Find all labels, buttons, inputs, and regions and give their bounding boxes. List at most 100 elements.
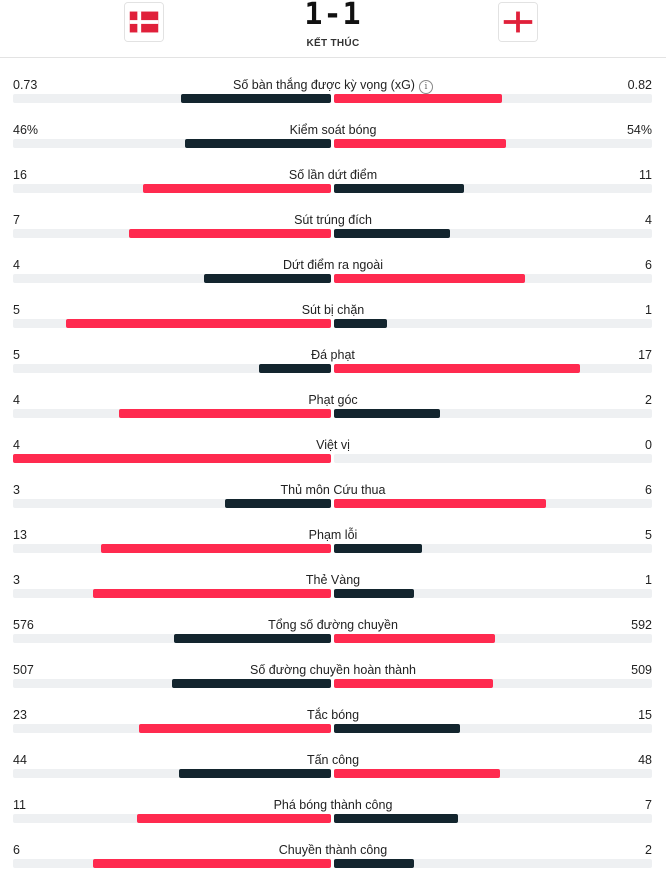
stat-label-text: Đá phạt xyxy=(311,348,355,362)
stat-label: Tấn công xyxy=(0,753,666,767)
home-value: 6 xyxy=(13,843,20,857)
home-value: 4 xyxy=(13,438,20,452)
home-bar-track xyxy=(13,364,331,373)
stat-row: 46% Kiểm soát bóng 54% xyxy=(0,103,666,148)
home-bar-fill xyxy=(119,409,331,418)
stat-label-text: Số bàn thắng được kỳ vọng (xG) xyxy=(233,78,415,92)
home-value: 44 xyxy=(13,753,27,767)
comparison-bar xyxy=(13,544,652,553)
stat-label: Phá bóng thành công xyxy=(0,798,666,812)
stat-row: 13 Phạm lỗi 5 xyxy=(0,508,666,553)
home-bar-track xyxy=(13,814,331,823)
away-value: 592 xyxy=(631,618,652,632)
home-value: 16 xyxy=(13,168,27,182)
home-bar-fill xyxy=(138,724,331,733)
away-bar-track xyxy=(334,409,652,418)
stat-row: 3 Thủ môn Cứu thua 6 xyxy=(0,463,666,508)
away-value: 5 xyxy=(645,528,652,542)
home-bar-fill xyxy=(203,274,331,283)
home-bar-track xyxy=(13,454,331,463)
stat-label-text: Phá bóng thành công xyxy=(273,798,393,812)
home-value: 0.73 xyxy=(13,78,38,92)
away-bar-track xyxy=(334,139,652,148)
stat-label-text: Tổng số đường chuyền xyxy=(268,618,398,632)
away-bar-track xyxy=(334,724,652,733)
stat-label: Số bàn thắng được kỳ vọng (xG) i xyxy=(0,78,666,94)
stat-label-text: Phạt góc xyxy=(308,393,358,407)
away-bar-track xyxy=(334,769,652,778)
stat-label-text: Sút trúng đích xyxy=(294,213,372,227)
away-bar-track xyxy=(334,499,652,508)
home-value: 7 xyxy=(13,213,20,227)
home-bar-fill xyxy=(184,139,331,148)
away-value: 48 xyxy=(638,753,652,767)
stat-label-text: Thẻ Vàng xyxy=(305,573,361,587)
stat-label: Tổng số đường chuyền xyxy=(0,618,666,632)
home-bar-fill xyxy=(258,364,331,373)
comparison-bar xyxy=(13,184,652,193)
home-bar-track xyxy=(13,544,331,553)
stat-label: Đá phạt xyxy=(0,348,666,362)
stat-row: 5 Đá phạt 17 xyxy=(0,328,666,373)
stat-label-text: Tắc bóng xyxy=(306,708,360,722)
home-bar-track xyxy=(13,409,331,418)
comparison-bar xyxy=(13,409,652,418)
stat-label-text: Tấn công xyxy=(306,753,360,767)
info-icon[interactable]: i xyxy=(418,80,433,94)
home-bar-fill xyxy=(225,499,331,508)
comparison-bar xyxy=(13,274,652,283)
away-bar-fill xyxy=(334,859,414,868)
stat-label: Thẻ Vàng xyxy=(0,573,666,587)
home-bar-track xyxy=(13,319,331,328)
comparison-bar xyxy=(13,859,652,868)
home-bar-fill xyxy=(101,544,331,553)
home-bar-fill xyxy=(142,184,331,193)
home-bar-track xyxy=(13,769,331,778)
stat-label: Dứt điểm ra ngoài xyxy=(0,258,666,272)
home-value: 5 xyxy=(13,303,20,317)
stat-label-text: Số lần dứt điểm xyxy=(288,168,378,182)
comparison-bar xyxy=(13,364,652,373)
away-value: 2 xyxy=(645,843,652,857)
away-bar-fill xyxy=(334,364,580,373)
comparison-bar xyxy=(13,724,652,733)
home-bar-fill xyxy=(174,634,331,643)
away-bar-fill xyxy=(334,94,503,103)
stat-label: Việt vị xyxy=(0,438,666,452)
away-bar-track xyxy=(334,319,652,328)
home-bar-track xyxy=(13,94,331,103)
away-bar-fill xyxy=(334,229,450,238)
stat-label: Số lần dứt điểm xyxy=(0,168,666,182)
away-value: 1 xyxy=(645,303,652,317)
comparison-bar xyxy=(13,634,652,643)
away-bar-fill xyxy=(334,769,500,778)
away-bar-fill xyxy=(334,814,458,823)
stat-label-text: Chuyền thành công xyxy=(278,843,388,857)
away-bar-fill xyxy=(334,679,494,688)
home-value: 23 xyxy=(13,708,27,722)
home-bar-fill xyxy=(92,859,331,868)
comparison-bar xyxy=(13,229,652,238)
comparison-bar xyxy=(13,679,652,688)
away-bar-track xyxy=(334,634,652,643)
stat-row: 44 Tấn công 48 xyxy=(0,733,666,778)
stat-row: 11 Phá bóng thành công 7 xyxy=(0,778,666,823)
home-bar-fill xyxy=(172,679,331,688)
comparison-bar xyxy=(13,319,652,328)
away-value: 54% xyxy=(626,123,652,137)
denmark-flag-icon[interactable] xyxy=(124,2,164,42)
comparison-bar xyxy=(13,94,652,103)
away-bar-fill xyxy=(334,139,506,148)
stat-row: 4 Việt vị 0 xyxy=(0,418,666,463)
home-bar-fill xyxy=(13,454,331,463)
home-bar-track xyxy=(13,229,331,238)
match-status: KẾT THÚC xyxy=(306,38,360,49)
home-bar-track xyxy=(13,274,331,283)
home-value: 4 xyxy=(13,258,20,272)
away-bar-fill xyxy=(334,634,496,643)
england-flag-icon[interactable] xyxy=(498,2,538,42)
stat-row: 4 Dứt điểm ra ngoài 6 xyxy=(0,238,666,283)
stats-list: 0.73 Số bàn thắng được kỳ vọng (xG) i 0.82 4… xyxy=(0,58,666,868)
away-bar-track xyxy=(334,544,652,553)
away-bar-track xyxy=(334,589,652,598)
